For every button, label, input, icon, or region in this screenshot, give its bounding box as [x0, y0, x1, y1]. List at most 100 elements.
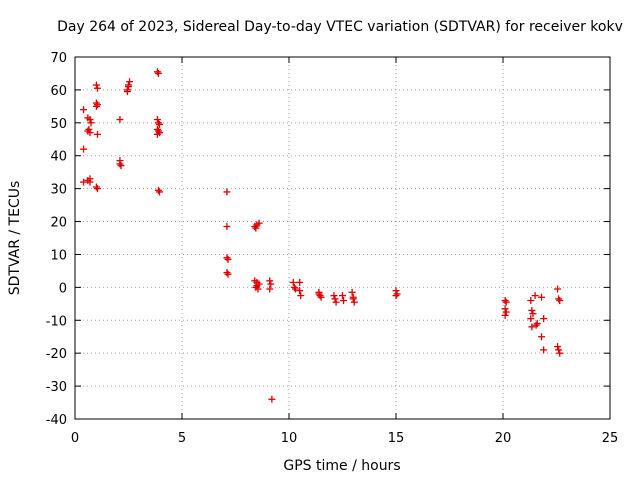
data-point — [80, 106, 88, 114]
data-point — [330, 292, 338, 300]
data-point — [154, 69, 162, 77]
data-point — [252, 224, 260, 232]
data-point — [532, 321, 540, 329]
data-point — [92, 183, 100, 191]
data-point — [153, 130, 161, 138]
data-point — [116, 116, 124, 124]
data-point — [87, 119, 95, 127]
data-point — [117, 162, 125, 170]
data-point — [154, 186, 162, 194]
data-point — [540, 346, 548, 354]
data-point — [554, 285, 562, 293]
data-point — [501, 297, 509, 305]
data-point — [223, 222, 231, 230]
y-tick-label: 70 — [50, 51, 67, 66]
data-point — [317, 293, 325, 301]
data-point — [290, 283, 298, 291]
data-point — [348, 288, 356, 296]
plot-frame — [74, 56, 611, 420]
x-tick-label: 20 — [495, 431, 512, 446]
y-tick-label: 60 — [50, 84, 67, 99]
data-point — [555, 295, 563, 303]
data-point — [339, 292, 346, 300]
data-point — [93, 101, 101, 109]
data-point — [331, 295, 339, 303]
data-point — [296, 287, 304, 295]
data-point — [349, 295, 357, 303]
y-axis-label: SDTVAR / TECUs — [7, 181, 23, 296]
data-point — [223, 188, 231, 196]
data-point — [86, 116, 94, 124]
data-point — [296, 278, 304, 286]
data-point — [332, 298, 340, 306]
data-point — [291, 285, 299, 293]
data-point — [340, 297, 348, 305]
data-points — [80, 68, 564, 403]
data-point — [527, 297, 535, 305]
x-tick-label: 15 — [388, 431, 405, 446]
data-point — [392, 292, 400, 300]
data-point — [93, 185, 101, 193]
y-tick-label: -40 — [46, 413, 67, 428]
data-point — [153, 68, 161, 76]
data-point — [529, 310, 537, 318]
data-point — [84, 127, 92, 135]
data-point — [223, 269, 231, 277]
x-tick-label: 10 — [281, 431, 298, 446]
data-point — [255, 219, 263, 227]
data-point — [554, 343, 562, 351]
data-point — [80, 178, 88, 186]
data-point — [556, 297, 564, 305]
data-point — [289, 278, 297, 286]
data-point — [502, 298, 510, 306]
x-tick-label: 25 — [602, 431, 619, 446]
y-tick-label: 20 — [50, 216, 67, 231]
data-point — [502, 308, 510, 316]
x-tick-label: 0 — [71, 431, 79, 446]
data-point — [156, 188, 164, 196]
y-tick-label: -30 — [46, 380, 67, 395]
data-point — [224, 255, 232, 263]
data-point — [538, 293, 546, 301]
data-point — [154, 127, 162, 135]
x-tick-label: 5 — [178, 431, 186, 446]
data-point — [92, 81, 100, 89]
y-tick-label: 40 — [50, 150, 67, 165]
data-point — [93, 130, 101, 138]
data-point — [501, 305, 509, 313]
data-point — [350, 298, 358, 306]
data-point — [154, 119, 162, 127]
data-point — [393, 290, 401, 298]
data-point — [253, 282, 261, 290]
y-tick-label: 50 — [50, 117, 67, 132]
y-tick-label: -10 — [46, 314, 67, 329]
y-tick-label: -20 — [46, 347, 67, 362]
chart-title: Day 264 of 2023, Sidereal Day-to-day VTE… — [57, 19, 623, 35]
y-tick-label: 0 — [59, 281, 67, 296]
data-point — [266, 285, 274, 293]
data-point — [223, 254, 231, 262]
data-point — [123, 88, 131, 96]
data-point — [224, 270, 232, 278]
data-point — [92, 102, 100, 110]
data-point — [538, 333, 546, 341]
data-point — [556, 349, 564, 357]
data-point — [266, 277, 274, 285]
data-point — [533, 320, 541, 328]
data-point — [156, 120, 164, 128]
data-point — [531, 292, 539, 300]
data-point — [316, 292, 324, 300]
x-axis-label: GPS time / hours — [283, 458, 400, 474]
data-point — [80, 145, 88, 153]
data-point — [86, 178, 94, 186]
data-point — [527, 315, 535, 323]
y-tick-label: 30 — [50, 183, 67, 198]
data-point — [116, 160, 124, 168]
data-point — [555, 346, 563, 354]
data-point — [267, 280, 275, 288]
grid — [75, 57, 610, 419]
axis-ticks: 0 5 10 15 20 25 -40 -30 -20 -10 0 10 20 30 40 50 60 70 — [46, 51, 619, 446]
data-point — [85, 125, 93, 133]
y-tick-label: 10 — [50, 248, 67, 263]
